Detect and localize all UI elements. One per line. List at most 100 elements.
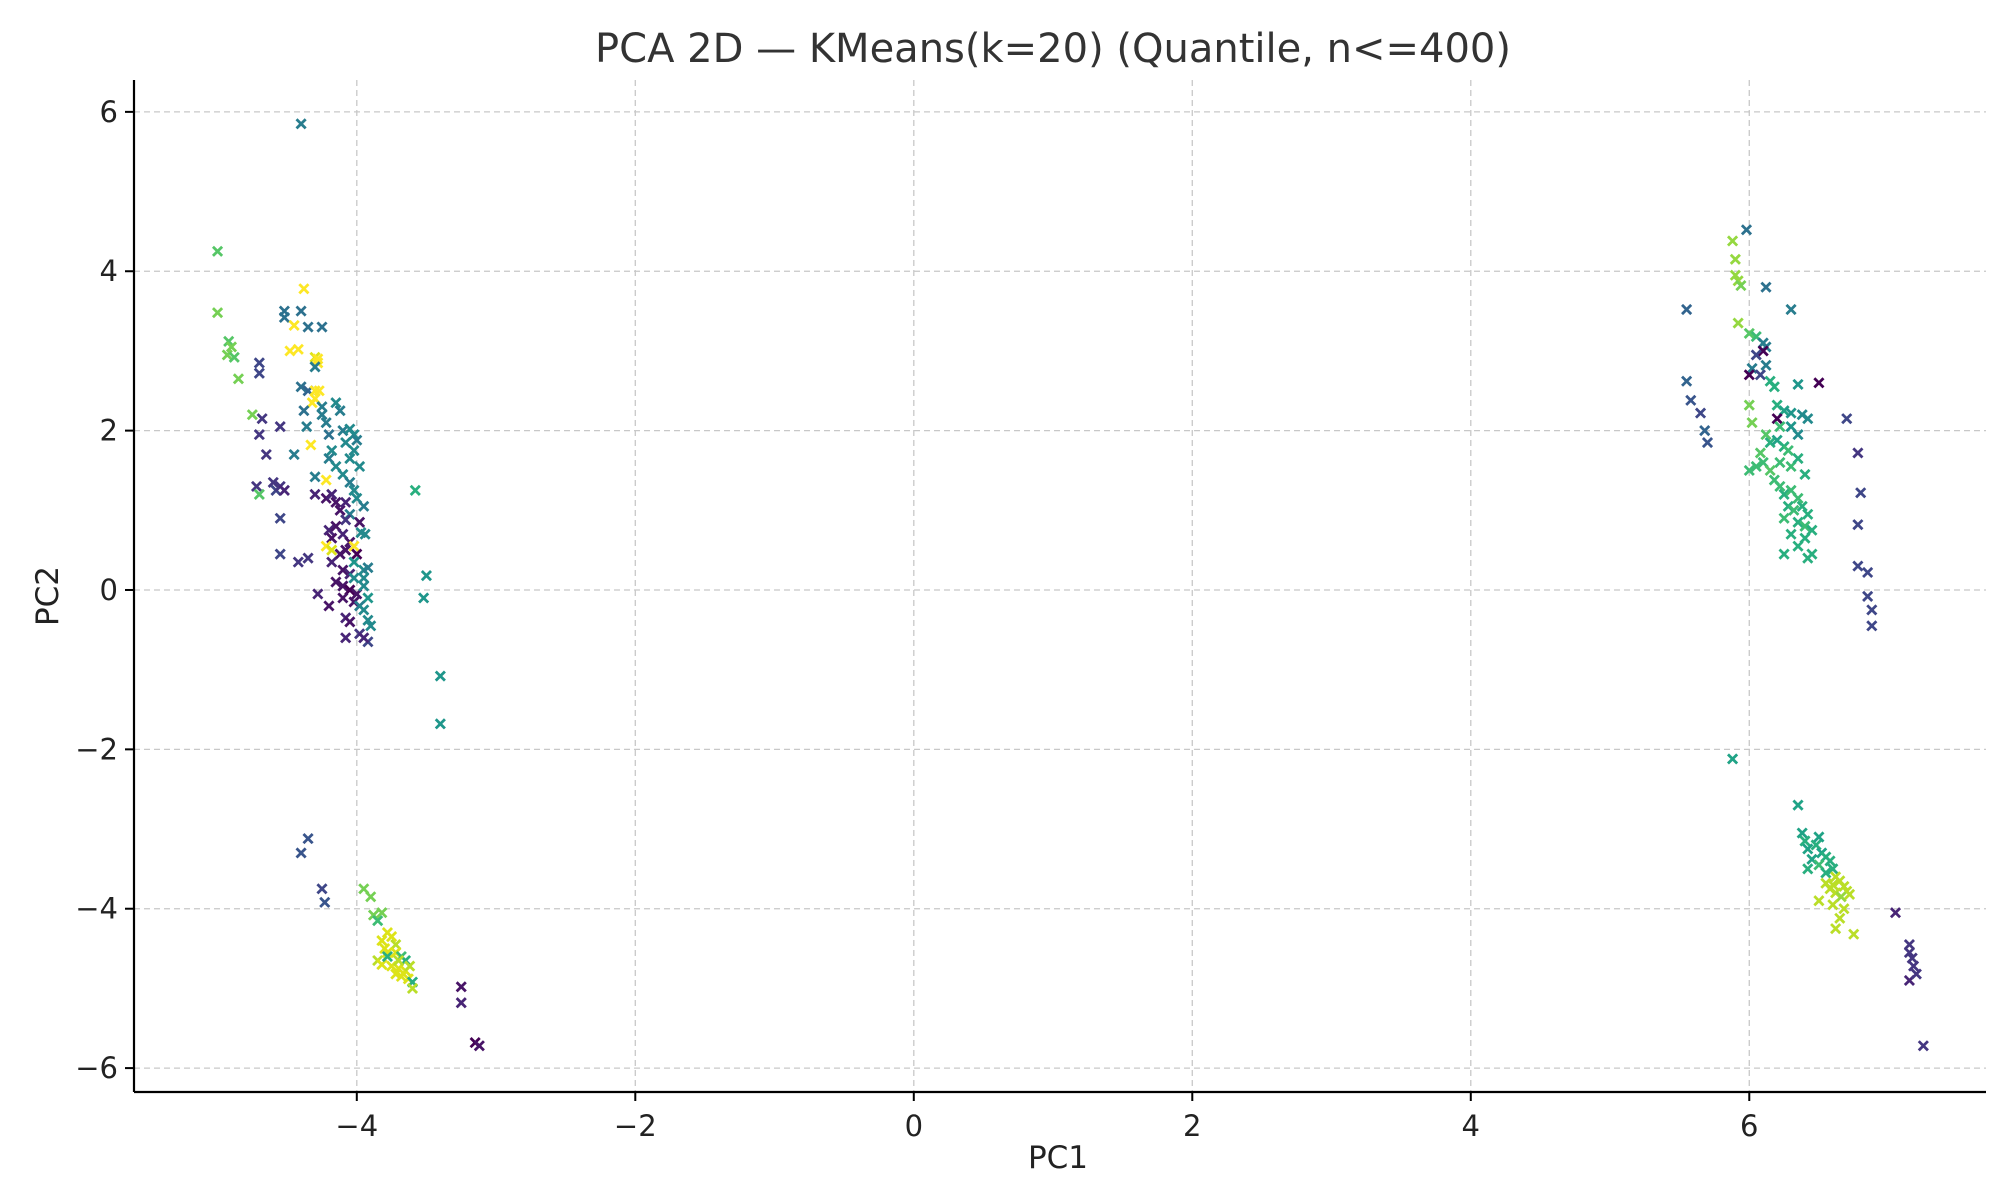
data-point [326,532,338,544]
data-point [1792,540,1804,552]
data-point [334,504,346,516]
data-point [320,474,332,486]
data-point [1862,566,1874,579]
data-point [326,444,338,457]
data-point [1852,560,1864,572]
data-point [1838,880,1850,892]
data-point [253,488,265,500]
data-point [302,833,314,845]
data-point [256,413,268,425]
data-point [1799,520,1811,532]
data-point [253,429,265,441]
data-point [1754,447,1766,459]
data-point [1827,899,1839,911]
data-point [1810,839,1822,851]
data-point [312,588,324,600]
data-point [1774,421,1786,433]
data-point [225,341,238,353]
data-point [1782,444,1794,457]
data-point [1866,604,1878,616]
data-point [358,580,370,592]
data-point [1771,413,1783,425]
data-point [1760,359,1772,371]
data-point [309,393,321,405]
data-point [295,118,307,130]
data-point [1908,960,1920,972]
data-point [1903,946,1915,959]
data-point [288,448,300,461]
data-point [1785,484,1797,496]
data-point [284,345,296,357]
data-point [365,620,377,632]
data-point [1750,460,1762,473]
data-point [1740,224,1753,236]
data-point [1694,407,1707,419]
data-point [1729,253,1741,265]
data-point [1813,859,1825,871]
data-point [313,385,325,397]
data-point [340,514,352,526]
x-axis-label: PC1 [1028,1140,1088,1176]
data-point [1785,460,1797,473]
x-tick-label: −2 [614,1109,657,1143]
data-point [1760,281,1772,293]
data-point [337,580,349,592]
data-point [316,401,328,413]
data-point [309,488,321,500]
data-point [309,361,321,373]
data-point [1862,590,1874,602]
data-point [1754,369,1766,381]
data-point [1746,417,1758,429]
data-point [1820,877,1832,889]
data-point [326,488,338,500]
x-tick-label: 0 [905,1109,923,1143]
data-point [348,484,360,496]
data-point [228,351,240,363]
y-tick-label: −6 [75,1051,118,1085]
data-point [298,283,310,295]
data-point [1764,464,1776,477]
data-point [288,319,300,332]
data-point [1743,369,1755,381]
data-point [1729,269,1741,281]
data-point [1732,275,1744,287]
data-point [1799,835,1811,847]
y-tick-label: −2 [75,732,118,766]
data-point [1802,552,1814,564]
data-point [267,476,279,488]
data-point [1792,378,1804,390]
data-point [358,632,370,644]
data-point [381,950,394,963]
data-point [309,471,321,483]
data-point [1768,381,1780,393]
data-point [211,245,224,257]
data-point [1917,1040,1929,1052]
data-point [246,409,258,421]
data-point [376,958,388,971]
data-point [1788,504,1800,516]
data-point [319,896,331,908]
data-point [1834,912,1846,924]
data-point [278,311,290,324]
data-point [232,373,245,385]
data-point [1799,532,1811,544]
grid-lines [134,80,1986,1092]
y-tick-label: 0 [100,573,118,607]
data-point [348,444,360,457]
data-point [1852,447,1864,459]
data-point [1785,303,1797,316]
data-point [334,405,346,417]
data-point [323,600,335,612]
data-point [1848,928,1860,940]
data-point [1838,903,1850,915]
data-point [1820,867,1832,879]
data-point [354,516,366,528]
data-point [434,718,446,730]
data-point [292,556,304,568]
data-point [260,448,272,461]
data-point [1757,345,1769,357]
data-point [1735,280,1747,292]
data-point [362,592,374,604]
data-point [1681,303,1693,316]
data-point [351,492,363,504]
